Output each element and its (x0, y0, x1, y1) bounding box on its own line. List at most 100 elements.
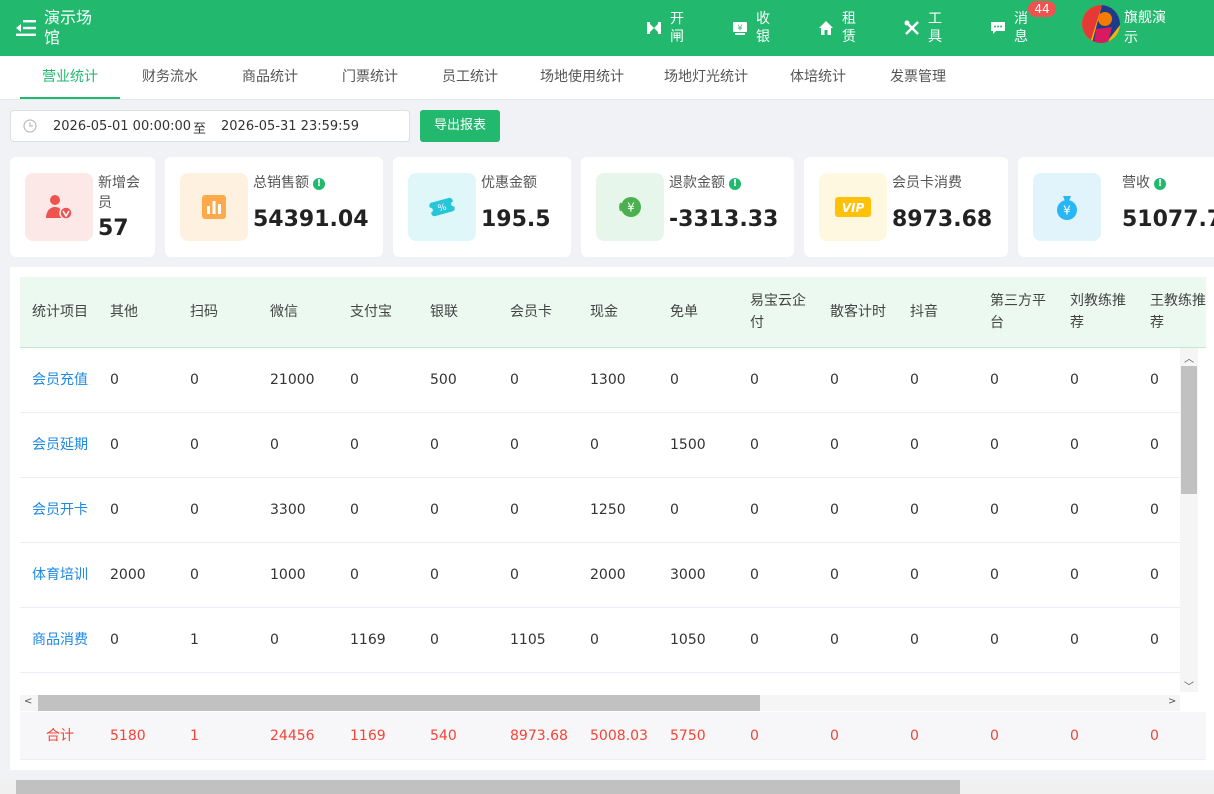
total-cell: 8973.68 (510, 728, 568, 744)
table-cell: 0 (190, 437, 199, 453)
table-cell: 0 (350, 502, 359, 518)
table-cell: 0 (830, 632, 839, 648)
tab-staff-stats[interactable]: 员工统计 (442, 69, 498, 85)
table-cell: 0 (510, 437, 519, 453)
scroll-left-arrow-icon[interactable]: < (24, 696, 33, 707)
table-cell: 1 (190, 632, 199, 648)
table-header: 统计项目 其他 扫码 微信 支付宝 银联 会员卡 现金 免单 易宝云企付 散客计… (20, 277, 1206, 348)
table-totals-row: 合计 5180 1 24456 1169 540 8973.68 5008.03… (20, 712, 1206, 760)
tab-business-stats[interactable]: 营业统计 (20, 56, 120, 99)
col-header: 王教练推荐 (1150, 293, 1206, 331)
date-range-picker[interactable]: 2026-05-01 00:00:00 至 2026-05-31 23:59:5… (10, 110, 410, 142)
member-card-spend-value: 8973.68 (892, 207, 993, 232)
table-cell: 0 (670, 502, 679, 518)
total-cell: 0 (830, 728, 839, 744)
info-icon[interactable]: ! (729, 178, 741, 190)
discount-coupon-icon: % (408, 173, 476, 241)
user-name[interactable]: 旗舰演示 (1124, 10, 1166, 46)
total-cell: 0 (1150, 728, 1159, 744)
table-cell: 0 (910, 632, 919, 648)
table-body: 会员充值 0 0 21000 0 500 0 1300 0 0 0 0 0 0 0 会员延期 0 0 0 0 0 0 0 15… (20, 348, 1180, 692)
table-cell: 1105 (510, 632, 546, 648)
avatar[interactable] (1082, 5, 1120, 43)
table-cell: 0 (510, 567, 519, 583)
total-sales-value: 54391.04 (253, 207, 369, 232)
tab-venue-usage-stats[interactable]: 场地使用统计 (540, 69, 624, 85)
rental-button[interactable]: 租赁 (816, 10, 858, 46)
tab-venue-lighting-stats[interactable]: 场地灯光统计 (664, 69, 748, 85)
scroll-up-arrow-icon[interactable]: ︿ (1184, 354, 1194, 365)
row-item-link[interactable]: 体育培训 (32, 567, 88, 583)
info-icon[interactable]: ! (313, 178, 325, 190)
tab-bar: 营业统计 财务流水 商品统计 门票统计 员工统计 场地使用统计 场地灯光统计 体… (0, 56, 1214, 100)
message-icon (988, 18, 1008, 38)
horizontal-scroll-thumb[interactable] (38, 695, 760, 711)
table-cell: 0 (990, 567, 999, 583)
tab-invoice-management[interactable]: 发票管理 (890, 69, 946, 85)
refund-label: 退款金额! (669, 173, 741, 193)
svg-text:VIP: VIP (842, 201, 865, 215)
stat-card-revenue: ¥ 营收! 51077.71 (1018, 157, 1214, 257)
member-card-spend-label: 会员卡消费 (892, 175, 962, 191)
table-cell: 0 (590, 632, 599, 648)
table-cell: 0 (350, 372, 359, 388)
row-item-link[interactable]: 会员开卡 (32, 502, 88, 518)
table-cell: 0 (750, 632, 759, 648)
tab-product-stats[interactable]: 商品统计 (242, 69, 298, 85)
tools-label: 工具 (928, 11, 942, 45)
refund-value: -3313.33 (669, 207, 779, 232)
vertical-scrollbar[interactable]: ︿ ﹀ (1180, 348, 1198, 693)
table-cell: 1000 (270, 567, 306, 583)
page-horizontal-scrollbar[interactable] (0, 780, 1214, 794)
tab-ticket-stats[interactable]: 门票统计 (342, 69, 398, 85)
table-cell: 0 (270, 437, 279, 453)
row-item-link[interactable]: 商品消费 (32, 632, 88, 648)
stats-table-panel: 统计项目 其他 扫码 微信 支付宝 银联 会员卡 现金 免单 易宝云企付 散客计… (10, 267, 1214, 770)
svg-text:¥: ¥ (737, 24, 742, 33)
row-item-link[interactable]: 会员延期 (32, 437, 88, 453)
table-cell: 0 (1070, 372, 1079, 388)
cashier-button[interactable]: ¥ 收银 (730, 10, 772, 46)
horizontal-scrollbar[interactable]: < > (20, 695, 1180, 711)
table-row: 体育培训 2000 0 1000 0 0 0 2000 3000 0 0 0 0 0 0 (20, 543, 1180, 608)
date-separator: 至 (193, 122, 207, 137)
table-cell: 0 (110, 372, 119, 388)
scroll-down-arrow-icon[interactable]: ﹀ (1184, 682, 1194, 693)
tab-financial-flow[interactable]: 财务流水 (142, 69, 198, 85)
start-date-input[interactable]: 2026-05-01 00:00:00 (53, 119, 192, 134)
menu-collapse-icon[interactable] (14, 16, 38, 40)
info-icon[interactable]: ! (1154, 178, 1166, 190)
gate-button[interactable]: 开闸 (644, 10, 686, 46)
new-members-value: 57 (98, 216, 129, 241)
table-row: 会员延期 0 0 0 0 0 0 0 1500 0 0 0 0 0 0 (20, 413, 1180, 478)
table-cell: 0 (110, 632, 119, 648)
table-cell: 0 (190, 372, 199, 388)
message-button[interactable]: 消息 (988, 10, 1030, 46)
table-cell: 0 (990, 502, 999, 518)
end-date-input[interactable]: 2026-05-31 23:59:59 (221, 119, 360, 134)
col-header: 第三方平台 (990, 293, 1046, 331)
tab-training-stats[interactable]: 体培统计 (790, 69, 846, 85)
tools-button[interactable]: 工具 (902, 10, 944, 46)
total-sales-label: 总销售额! (253, 173, 325, 193)
table-row: 商品消费 0 1 0 1169 0 1105 0 1050 0 0 0 0 0 0 (20, 608, 1180, 673)
total-cell: 1169 (350, 728, 386, 744)
total-cell: 0 (1070, 728, 1079, 744)
col-header: 支付宝 (350, 304, 392, 320)
table-cell: 0 (510, 372, 519, 388)
table-cell: 0 (270, 632, 279, 648)
svg-text:¥: ¥ (627, 201, 635, 215)
table-cell: 0 (750, 502, 759, 518)
top-bar: 演示场馆 开闸 ¥ 收银 租赁 工具 消息 44 旗舰演示 (0, 0, 1214, 56)
message-count-badge: 44 (1028, 1, 1056, 17)
table-cell: 0 (750, 437, 759, 453)
export-report-button[interactable]: 导出报表 (420, 110, 500, 142)
table-cell: 0 (910, 372, 919, 388)
gate-label: 开闸 (670, 11, 684, 45)
table-cell: 500 (430, 372, 457, 388)
row-item-link[interactable]: 会员充值 (32, 372, 88, 388)
scroll-right-arrow-icon[interactable]: > (1168, 696, 1177, 707)
money-bag-icon: ¥ (1033, 173, 1101, 241)
page-scroll-thumb[interactable] (16, 780, 960, 794)
vertical-scroll-thumb[interactable] (1181, 366, 1197, 494)
